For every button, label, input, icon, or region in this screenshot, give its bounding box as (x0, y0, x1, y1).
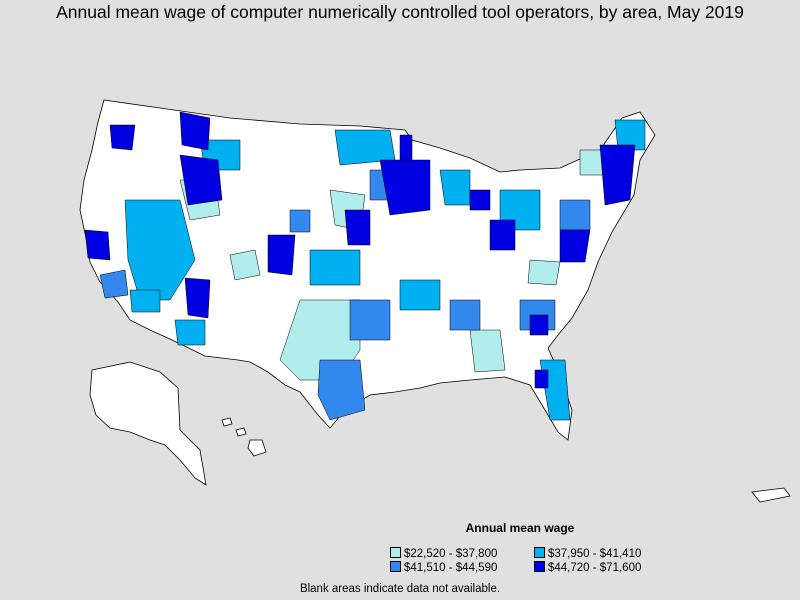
wage-regions (84, 111, 646, 421)
map-title: Annual mean wage of computer numerically… (56, 2, 744, 22)
legend-swatch-3 (390, 561, 401, 572)
legend-swatch-2 (534, 547, 545, 558)
legend-title: Annual mean wage (465, 521, 575, 535)
puerto-rico-outline (751, 487, 791, 503)
legend-swatch-1 (390, 547, 401, 558)
hawaii-outline (221, 417, 267, 457)
legend-label-4: $44,720 - $71,600 (548, 562, 642, 574)
legend-item-4: $44,720 - $71,600 (534, 561, 641, 575)
legend-label-2: $37,950 - $41,410 (548, 548, 642, 560)
legend-label-1: $22,520 - $37,800 (404, 548, 498, 560)
continental-us-outline (79, 99, 656, 441)
legend-label-3: $41,510 - $44,590 (404, 562, 498, 574)
blank-areas-note: Blank areas indicate data not available. (299, 583, 501, 595)
legend-item-3: $41,510 - $44,590 (390, 561, 497, 575)
legend-item-2: $37,950 - $41,410 (534, 547, 641, 561)
alaska-outline (89, 361, 207, 486)
legend-swatch-4 (534, 561, 545, 572)
legend-item-1: $22,520 - $37,800 (390, 547, 497, 561)
